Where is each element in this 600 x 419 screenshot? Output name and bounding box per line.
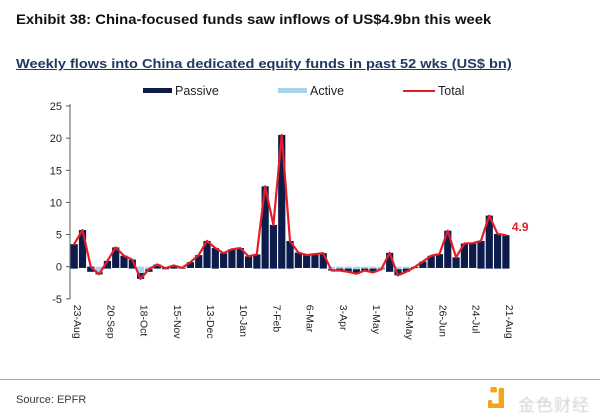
svg-text:10-Jan: 10-Jan	[237, 305, 249, 337]
svg-text:26-Jun: 26-Jun	[436, 305, 448, 337]
svg-text:15-Nov: 15-Nov	[171, 305, 183, 340]
svg-text:20-Sep: 20-Sep	[104, 305, 116, 339]
svg-text:1-May: 1-May	[370, 305, 382, 335]
svg-text:15: 15	[50, 165, 62, 177]
svg-text:29-May: 29-May	[403, 305, 415, 341]
svg-text:24-Jul: 24-Jul	[470, 305, 482, 334]
svg-text:4.9: 4.9	[512, 220, 529, 234]
svg-text:6-Mar: 6-Mar	[304, 305, 316, 333]
svg-text:20: 20	[50, 133, 62, 145]
svg-text:25: 25	[50, 101, 62, 113]
svg-text:23-Aug: 23-Aug	[71, 305, 83, 339]
svg-text:-5: -5	[52, 294, 62, 306]
svg-text:3-Apr: 3-Apr	[337, 305, 349, 331]
svg-text:18-Oct: 18-Oct	[138, 305, 150, 337]
svg-text:10: 10	[50, 197, 62, 209]
svg-text:7-Feb: 7-Feb	[270, 305, 282, 333]
svg-text:0: 0	[56, 262, 62, 274]
svg-text:13-Dec: 13-Dec	[204, 305, 216, 339]
svg-text:5: 5	[56, 230, 62, 242]
svg-text:21-Aug: 21-Aug	[503, 305, 515, 339]
